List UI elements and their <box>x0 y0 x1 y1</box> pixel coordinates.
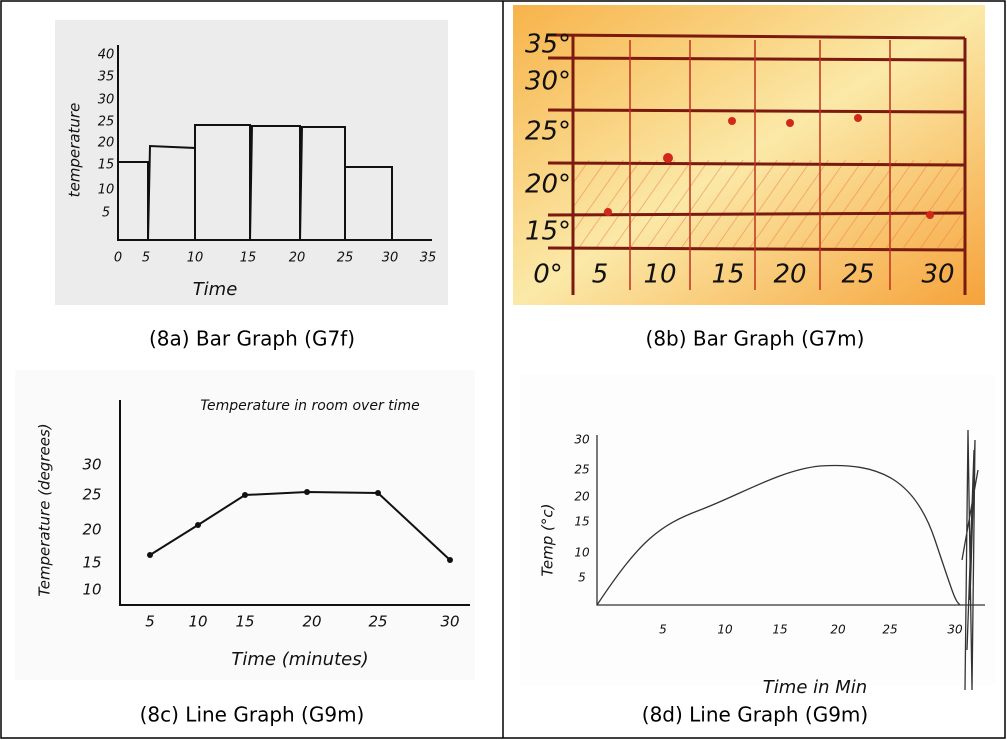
y-tick-label: 25 <box>98 115 115 130</box>
y-tick-label: 20° <box>525 170 571 200</box>
x-axis-title: Time (minutes) <box>231 649 368 670</box>
y-tick-label: 10 <box>82 581 101 599</box>
y-axis-title: Temp (°c) <box>539 504 557 577</box>
y-tick-label: 35° <box>525 30 571 60</box>
x-tick-label: 35 <box>420 251 437 266</box>
y-tick-label: 20 <box>574 490 590 504</box>
x-tick-label: 5 <box>659 623 667 637</box>
y-tick-label: 25° <box>525 117 571 147</box>
caption: (8c) Line Graph (G9m) <box>140 703 365 727</box>
y-axis-title: Temperature (degrees) <box>36 423 54 596</box>
photo-8b <box>513 5 985 305</box>
y-tick-label: 35 <box>98 70 115 85</box>
x-tick-label: 20 <box>773 260 806 290</box>
y-tick-label: 5 <box>578 571 586 585</box>
x-tick-label: 20 <box>830 623 846 637</box>
x-tick-label: 5 <box>142 251 150 266</box>
x-tick-label: 0° <box>533 260 563 290</box>
x-tick-label: 25 <box>882 623 897 637</box>
x-tick-label: 10 <box>643 260 676 290</box>
x-axis-title: Time in Min <box>763 677 867 698</box>
x-tick-label: 15 <box>772 623 787 637</box>
y-tick-label: 30 <box>574 433 590 447</box>
y-tick-label: 15° <box>525 217 571 247</box>
x-tick-label: 30 <box>947 623 963 637</box>
x-tick-label: 10 <box>188 613 207 631</box>
y-tick-label: 25 <box>574 463 589 477</box>
x-tick-label: 15 <box>240 251 257 266</box>
x-tick-label: 10 <box>717 623 733 637</box>
x-tick-label: 5 <box>592 260 609 290</box>
y-tick-label: 15 <box>574 515 589 529</box>
y-tick-label: 20 <box>98 136 115 151</box>
y-tick-label: 25 <box>82 486 101 504</box>
photo-8c <box>15 370 475 680</box>
x-tick-label: 30 <box>921 260 954 290</box>
y-tick-label: 10 <box>574 546 590 560</box>
x-tick-label: 25 <box>368 613 387 631</box>
photo-8d <box>520 375 995 691</box>
y-tick-label: 30° <box>525 67 571 97</box>
x-tick-label: 20 <box>302 613 321 631</box>
y-tick-label: 20 <box>82 521 101 539</box>
x-tick-label: 25 <box>841 260 874 290</box>
x-tick-label: 10 <box>187 251 204 266</box>
x-tick-label: 20 <box>289 251 306 266</box>
x-tick-label: 30 <box>382 251 399 266</box>
x-axis-title: Time <box>193 279 238 300</box>
x-tick-label: 30 <box>440 613 459 631</box>
caption: (8b) Bar Graph (G7m) <box>646 327 865 351</box>
y-tick-label: 15 <box>82 554 101 572</box>
x-tick-label: 15 <box>711 260 744 290</box>
y-axis-title: temperature <box>66 103 84 198</box>
x-tick-label: 5 <box>145 613 155 631</box>
x-tick-label: 15 <box>235 613 254 631</box>
caption: (8d) Line Graph (G9m) <box>642 703 868 727</box>
photo-8a <box>55 20 448 305</box>
caption: (8a) Bar Graph (G7f) <box>149 327 355 351</box>
sketch-title: Temperature in room over time <box>200 398 420 414</box>
y-tick-label: 5 <box>102 206 110 221</box>
x-tick-label: 0 <box>114 251 122 266</box>
x-tick-label: 25 <box>337 251 354 266</box>
y-tick-label: 15 <box>98 158 115 173</box>
y-tick-label: 30 <box>82 456 101 474</box>
y-tick-label: 40 <box>98 48 115 63</box>
y-tick-label: 30 <box>98 93 115 108</box>
y-tick-label: 10 <box>98 183 115 198</box>
